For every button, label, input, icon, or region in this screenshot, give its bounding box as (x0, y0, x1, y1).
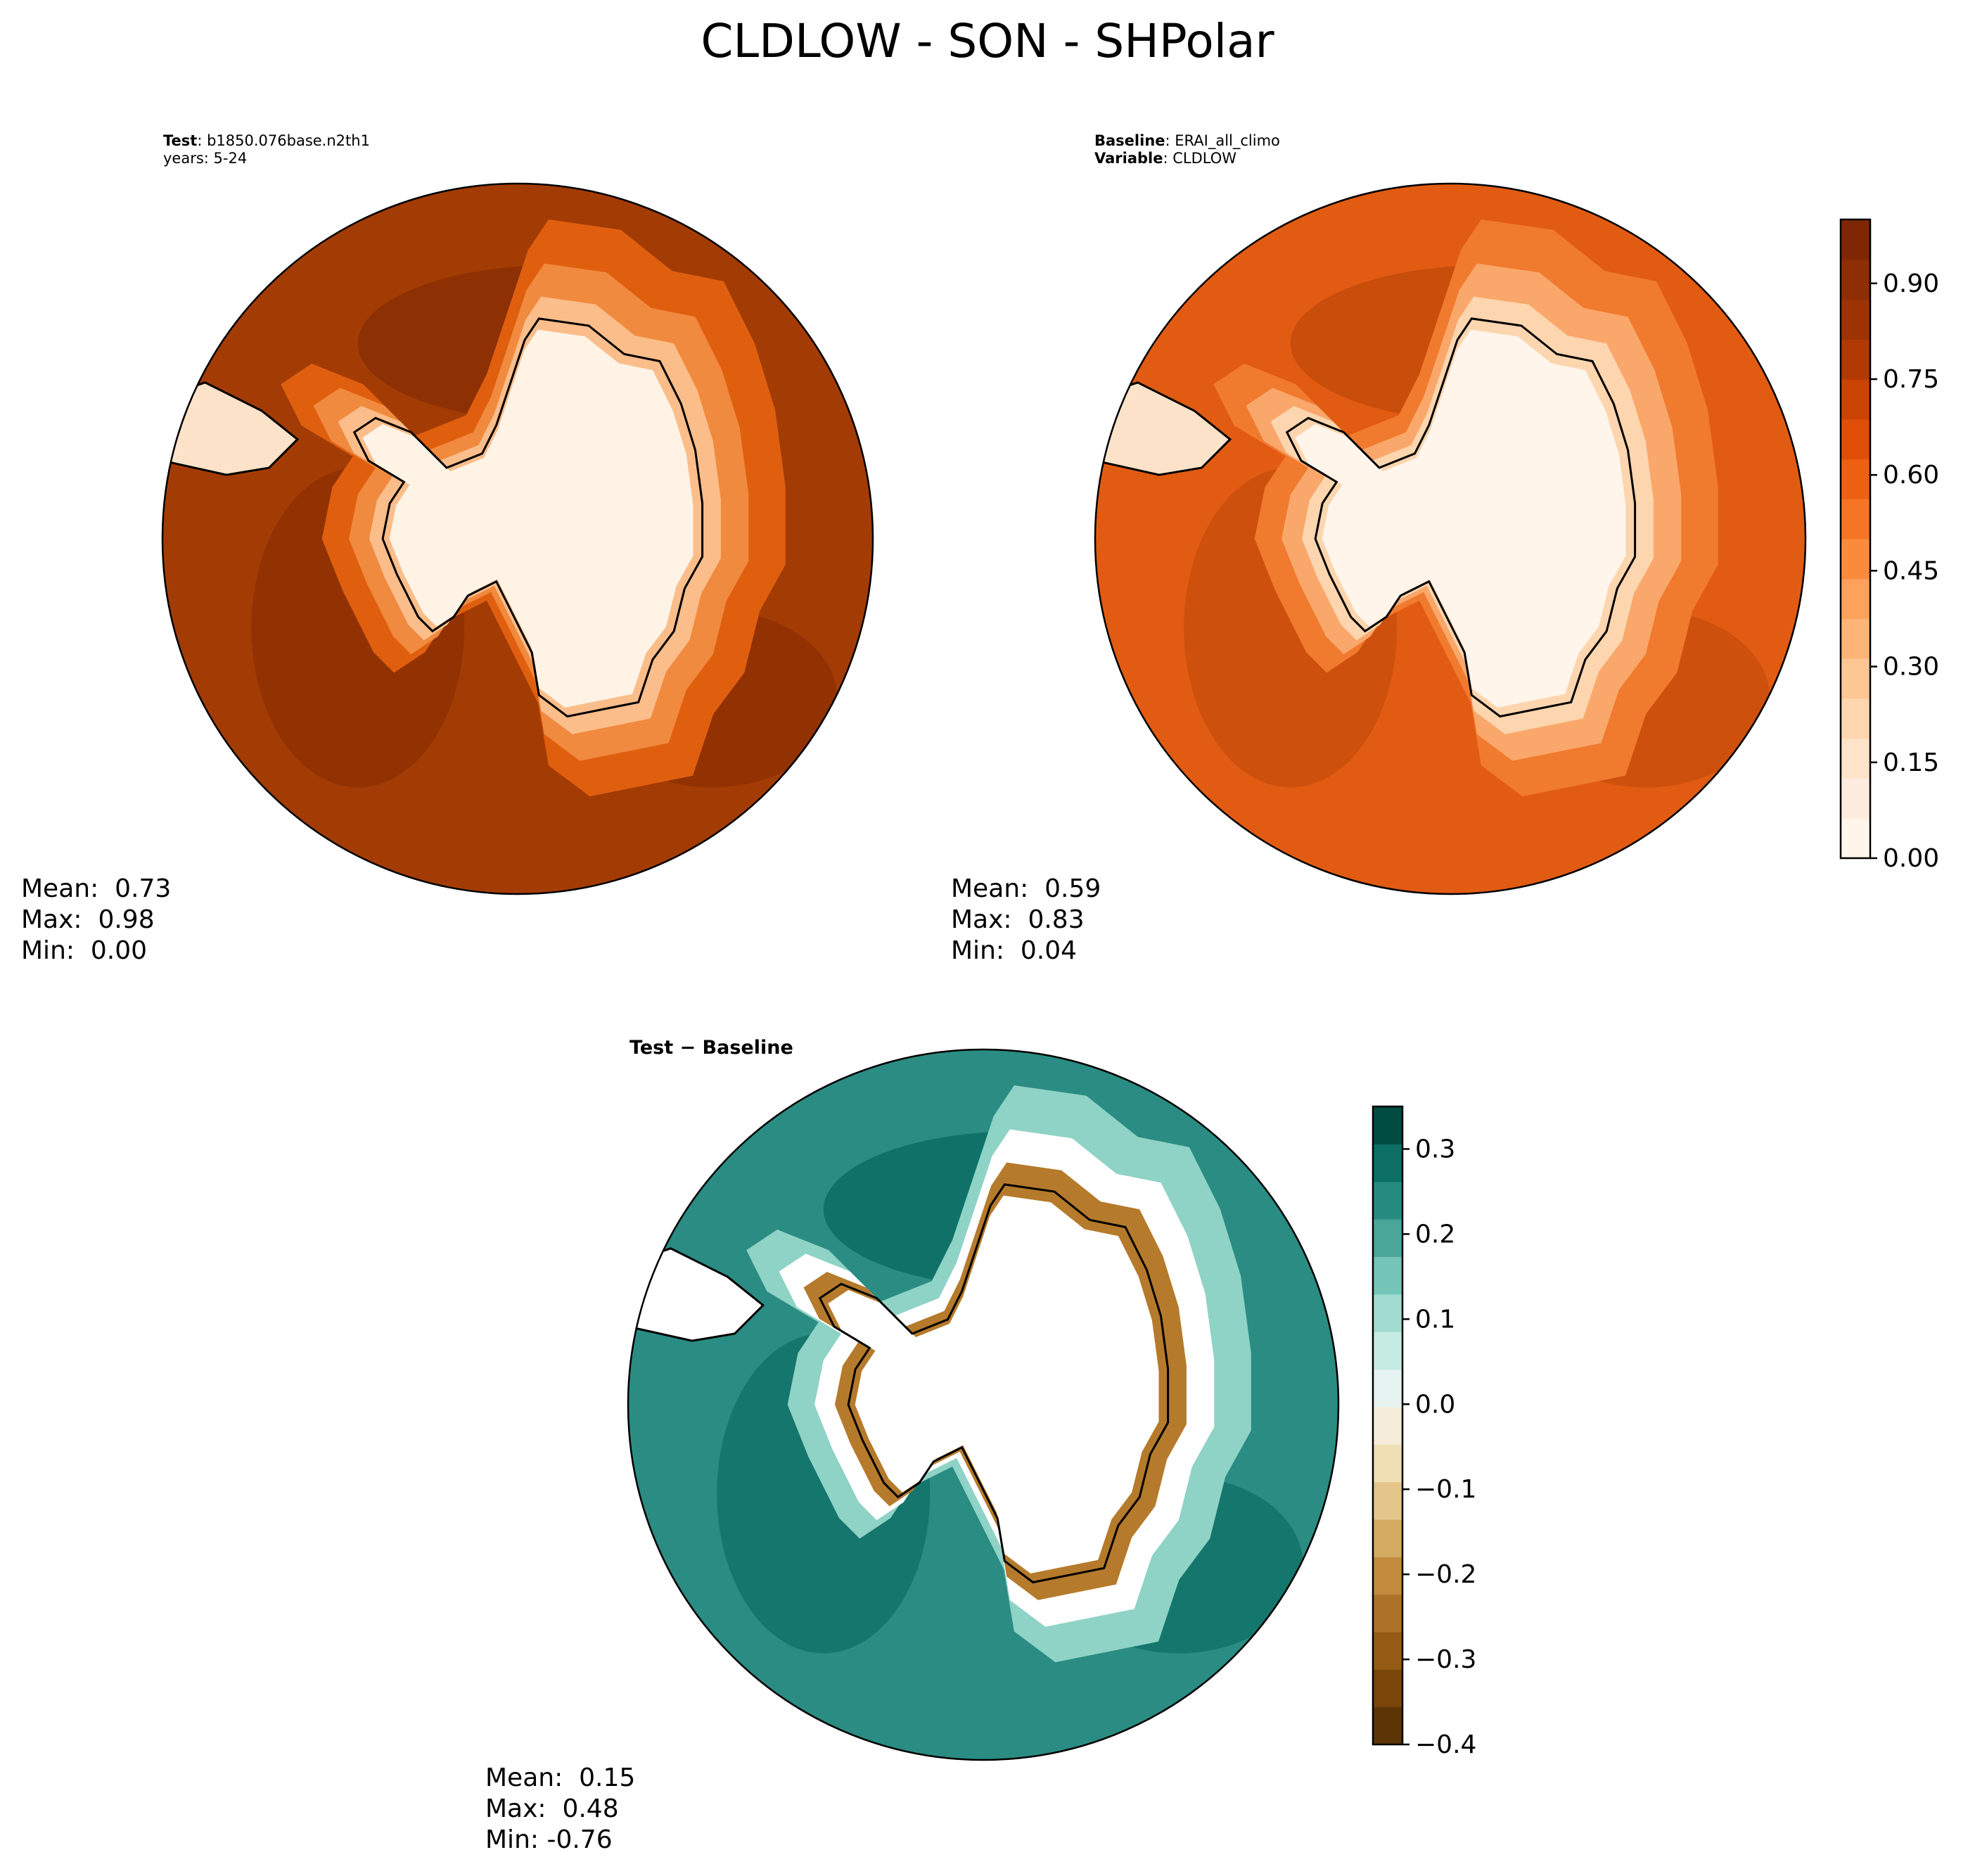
colorbar-frame (1839, 218, 1872, 860)
coastline-test (352, 317, 704, 718)
south-america-diff (628, 1248, 763, 1341)
colorbar-swatch (1841, 578, 1870, 620)
colorbar-swatch (1841, 299, 1870, 340)
colorbar-swatch (1373, 1519, 1402, 1557)
colorbar-swatch (1373, 1481, 1402, 1520)
colorbar-swatch (1373, 1294, 1402, 1332)
colorbar-swatch (1841, 379, 1870, 420)
colorbar-swatch (1841, 259, 1870, 300)
colorbar-swatch (1373, 1706, 1402, 1745)
colorbar-swatch (1373, 1406, 1402, 1445)
colorbar-swatch (1841, 219, 1870, 260)
ice-shade-3-test (362, 329, 694, 708)
colorbar-cldlow: 0.00 0.15 0.30 0.45 0.60 0.75 0.90 (1839, 218, 1939, 873)
diff-stats: Mean: 0.15 Max: 0.48 Min: -0.76 (485, 1763, 635, 1856)
test-min: Min: 0.00 (21, 936, 148, 965)
colorbar-tick-label: 0.2 (1415, 1220, 1455, 1249)
ice-shade-3-diff (828, 1195, 1159, 1574)
colorbar-tick-label: −0.2 (1415, 1560, 1476, 1589)
colorbar-tick-label: 0.75 (1883, 365, 1939, 394)
figure-title: CLDLOW - SON - SHPolar (701, 14, 1274, 68)
colorbar-tick-label: −0.1 (1415, 1475, 1476, 1504)
colorbar-swatch (1373, 1181, 1402, 1220)
map-panel-baseline (1094, 182, 1807, 895)
colorbar-diff: −0.4 −0.3 −0.2 −0.1 0.0 0.1 0.2 0.3 (1372, 1105, 1476, 1759)
baseline-stats: Mean: 0.59 Max: 0.83 Min: 0.04 (951, 874, 1101, 966)
colorbar-frame (1372, 1105, 1404, 1746)
coastline-sa-baseline (1095, 381, 1232, 476)
colorbar-tick-label: 0.90 (1883, 269, 1939, 298)
map-border-diff (627, 1048, 1340, 1761)
ice-shade-3-baseline (1295, 329, 1626, 708)
colorbar-swatch (1841, 738, 1870, 779)
diff-min: Min: -0.76 (485, 1825, 613, 1854)
test-case-line: Test: b1850.076base.n2th1 (163, 132, 370, 149)
map-panel-diff (627, 1048, 1340, 1761)
colorbar-swatch (1841, 419, 1870, 460)
colorbar-swatch (1373, 1219, 1402, 1258)
colorbar-swatch (1841, 778, 1870, 819)
map-panel-test (161, 182, 874, 895)
colorbar-swatch (1373, 1444, 1402, 1483)
test-stats: Mean: 0.73 Max: 0.98 Min: 0.00 (21, 874, 171, 966)
colorbar-tick-label: 0.15 (1883, 748, 1939, 777)
colorbar-tick-label: −0.3 (1415, 1645, 1476, 1674)
colorbar-tick-label: 0.30 (1883, 653, 1939, 682)
baseline-max: Max: 0.83 (951, 905, 1085, 934)
diff-max: Max: 0.48 (485, 1794, 619, 1823)
baseline-case-line: Baseline: ERAI_all_climo (1094, 132, 1280, 149)
colorbar-swatch (1373, 1144, 1402, 1182)
colorbar-swatch (1841, 818, 1870, 859)
colorbar-swatch (1373, 1256, 1402, 1295)
test-panel-header: Test: b1850.076base.n2th1 years: 5-24 (163, 132, 370, 167)
baseline-mean: Mean: 0.59 (951, 874, 1101, 903)
map-border-baseline (1094, 182, 1807, 895)
coastline-sa-test (162, 381, 300, 476)
colorbar-tick-label: 0.1 (1415, 1305, 1455, 1334)
colorbar-swatch (1841, 698, 1870, 739)
colorbar-swatch (1841, 658, 1870, 699)
colorbar-tick-label: 0.00 (1883, 844, 1939, 873)
colorbar-swatch (1373, 1369, 1402, 1408)
south-america-test (162, 382, 298, 476)
colorbar-swatch (1841, 618, 1870, 659)
variable-line: Variable: CLDLOW (1094, 150, 1237, 167)
coastline-baseline (1285, 317, 1637, 718)
colorbar-swatch (1373, 1631, 1402, 1670)
colorbar-tick-label: 0.45 (1883, 556, 1939, 585)
colorbar-tick-label: 0.60 (1883, 461, 1939, 490)
map-border-test (161, 182, 874, 895)
coastline-diff (818, 1183, 1170, 1584)
south-america-baseline (1095, 382, 1230, 476)
colorbar-swatch (1373, 1669, 1402, 1708)
colorbar-swatch (1841, 339, 1870, 380)
colorbar-swatch (1373, 1557, 1402, 1595)
colorbar-swatch (1373, 1594, 1402, 1633)
colorbar-tick-label: −0.4 (1415, 1730, 1476, 1759)
diff-mean: Mean: 0.15 (485, 1763, 636, 1792)
colorbar-swatch (1373, 1106, 1402, 1144)
baseline-min: Min: 0.04 (951, 936, 1078, 965)
test-max: Max: 0.98 (21, 905, 155, 934)
colorbar-swatch (1373, 1332, 1402, 1370)
colorbar-swatch (1841, 539, 1870, 580)
test-years-line: years: 5-24 (163, 150, 248, 167)
baseline-panel-header: Baseline: ERAI_all_climo Variable: CLDLO… (1094, 132, 1280, 167)
diff-panel-title: Test − Baseline (629, 1037, 793, 1059)
test-mean: Mean: 0.73 (21, 874, 172, 903)
colorbar-tick-label: 0.3 (1415, 1135, 1455, 1163)
colorbar-tick-label: 0.0 (1415, 1390, 1455, 1419)
colorbar-swatch (1841, 499, 1870, 540)
coastline-sa-diff (628, 1247, 765, 1342)
colorbar-swatch (1841, 459, 1870, 499)
